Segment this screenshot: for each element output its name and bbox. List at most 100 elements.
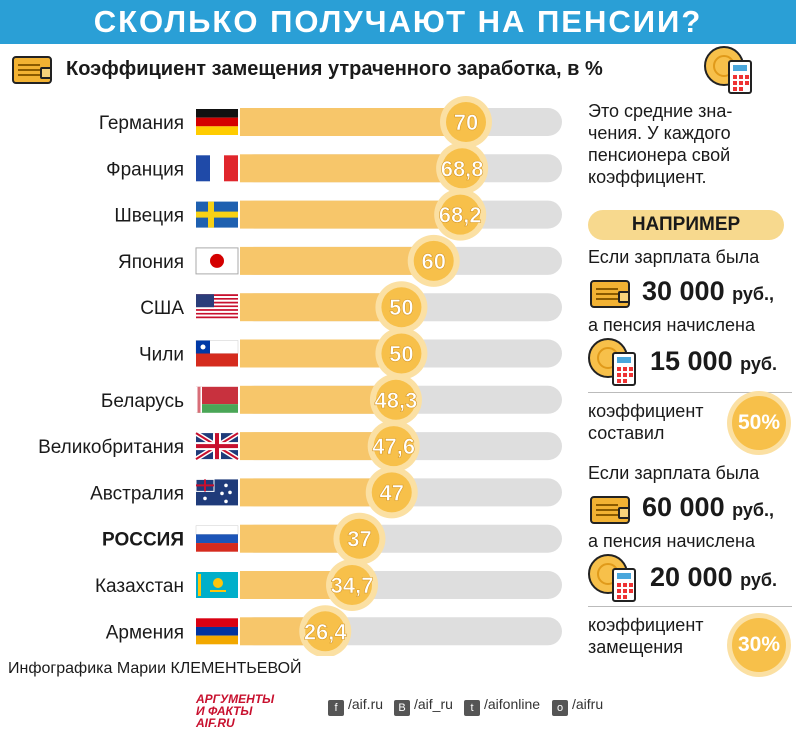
bars-layer: 70 Германия 68,8 Франция 68,2 Швеция 60 Япония 5…: [38, 96, 562, 656]
bar: [240, 339, 402, 368]
category-label: РОССИЯ: [102, 530, 184, 551]
chart-subtitle: Коэффициент замещения утраченного зарабо…: [66, 58, 603, 80]
credit-text: Инфографика Марии КЛЕМЕНТЬЕВОЙ: [8, 660, 302, 677]
example2-salary-amount: 60 000 руб.,: [642, 492, 774, 522]
twitter-icon: t: [464, 700, 480, 716]
header-bar: СКОЛЬКО ПОЛУЧАЮТ НА ПЕНСИИ?: [0, 0, 796, 44]
wallet-icon: [590, 496, 630, 524]
example2-pension-intro: а пенсия начислена: [588, 531, 755, 551]
value-badge: [413, 240, 454, 281]
bar-row: 50 США: [140, 281, 562, 334]
bar: [240, 200, 461, 229]
example1-result-badge: 50%: [732, 396, 786, 450]
twitter-link[interactable]: t/aifonline: [464, 696, 540, 716]
example1-salary-amount: 30 000 руб.,: [642, 276, 774, 306]
example1-pension-amount: 15 000 руб.: [650, 346, 777, 376]
value-badge: [381, 333, 422, 374]
footer: АРГУМЕНТЫ И ФАКТЫ AIF.RU f/aif.ru В/aif_…: [0, 690, 796, 730]
bar-row: 47 Австралия: [90, 466, 562, 519]
example2-result-badge: 30%: [732, 618, 786, 672]
armenia-flag: [196, 618, 238, 645]
category-label: Армения: [106, 622, 184, 643]
odnoklassniki-link[interactable]: о/aifru: [552, 696, 603, 716]
note-text: Это средние зна-чения. У каждого пенсион…: [588, 101, 733, 187]
example2-pension-amount: 20 000 руб.: [650, 562, 777, 592]
japan-flag: [195, 247, 239, 275]
uk-flag: [194, 430, 240, 462]
example-label: НАПРИМЕР: [588, 210, 784, 240]
category-label: Франция: [106, 159, 184, 180]
value-label: 26,4: [304, 619, 348, 644]
category-label: Великобритания: [38, 437, 184, 458]
value-label: 34,7: [331, 573, 374, 598]
value-badge: [446, 102, 486, 142]
coin-calculator-icon: [588, 554, 640, 606]
bar-row: 48,3 Беларусь: [101, 373, 562, 426]
value-badge: [442, 148, 483, 189]
facebook-link[interactable]: f/aif.ru: [328, 696, 383, 716]
vk-link[interactable]: В/aif_ru: [394, 696, 453, 716]
aif-logo[interactable]: АРГУМЕНТЫ И ФАКТЫ AIF.RU: [196, 692, 275, 730]
category-label: Япония: [118, 252, 184, 273]
bar-row: 37 РОССИЯ: [102, 512, 562, 565]
value-badge: [381, 287, 422, 328]
bar-row: 50 Чили: [139, 327, 562, 380]
value-label: 70: [454, 110, 478, 135]
example1-result-text: коэффициент составил: [588, 401, 704, 443]
kazakhstan-flag: [196, 572, 238, 598]
value-label: 50: [389, 342, 413, 367]
value-label: 37: [347, 527, 371, 552]
usa-flag: [196, 294, 238, 321]
bar: [240, 108, 466, 136]
chile-flag: [195, 340, 239, 367]
category-label: Чили: [139, 345, 184, 366]
value-label: 68,2: [439, 203, 482, 228]
value-label: 60: [421, 249, 445, 274]
subtitle-row: Коэффициент замещения утраченного зарабо…: [8, 50, 708, 90]
example2-result-text: коэффициент замещения: [588, 615, 704, 657]
value-badge: [373, 426, 414, 467]
france-flag: [196, 155, 238, 182]
bar-row: 26,4 Армения: [106, 605, 562, 656]
value-label: 47,6: [372, 434, 415, 459]
example1-salary-intro: Если зарплата была: [588, 247, 760, 267]
category-label: Казахстан: [95, 576, 184, 597]
wallet-icon: [12, 56, 52, 84]
category-label: Швеция: [114, 206, 184, 227]
bar-row: 68,2 Швеция: [114, 188, 562, 241]
wallet-icon: [590, 280, 630, 308]
vk-icon: В: [394, 700, 410, 716]
odnoklassniki-icon: о: [552, 700, 568, 716]
coin-calculator-icon: [704, 46, 756, 98]
australia-flag: [195, 478, 238, 506]
category-label: Беларусь: [101, 391, 184, 412]
belarus-flag: [196, 386, 238, 413]
value-badge: [440, 194, 481, 235]
value-label: 47: [380, 480, 404, 505]
divider: [588, 392, 792, 393]
value-label: 50: [389, 295, 413, 320]
sweden-flag: [196, 201, 238, 228]
category-label: Германия: [99, 113, 184, 134]
bar: [240, 293, 402, 322]
germany-flag: [196, 109, 238, 135]
example1-pension-intro: а пенсия начислена: [588, 315, 755, 335]
bar-row: 68,8 Франция: [106, 142, 562, 195]
facebook-icon: f: [328, 700, 344, 716]
bar-chart: 70 Германия 68,8 Франция 68,2 Швеция 60 Япония 5…: [38, 96, 562, 656]
bar-row: 60 Япония: [118, 234, 562, 287]
value-badge: [339, 518, 380, 559]
russia-flag: [195, 525, 239, 552]
example2-salary-intro: Если зарплата была: [588, 463, 760, 483]
bar-row: 34,7 Казахстан: [95, 559, 562, 611]
value-badge: [332, 565, 373, 605]
value-label: 48,3: [375, 388, 418, 413]
value-badge: [375, 379, 416, 420]
bar: [240, 246, 434, 275]
bar-row: 47,6 Великобритания: [38, 420, 562, 473]
divider: [588, 606, 792, 607]
value-badge: [371, 472, 412, 513]
bar: [240, 154, 463, 183]
category-label: Австралия: [90, 483, 184, 504]
category-label: США: [140, 298, 184, 319]
